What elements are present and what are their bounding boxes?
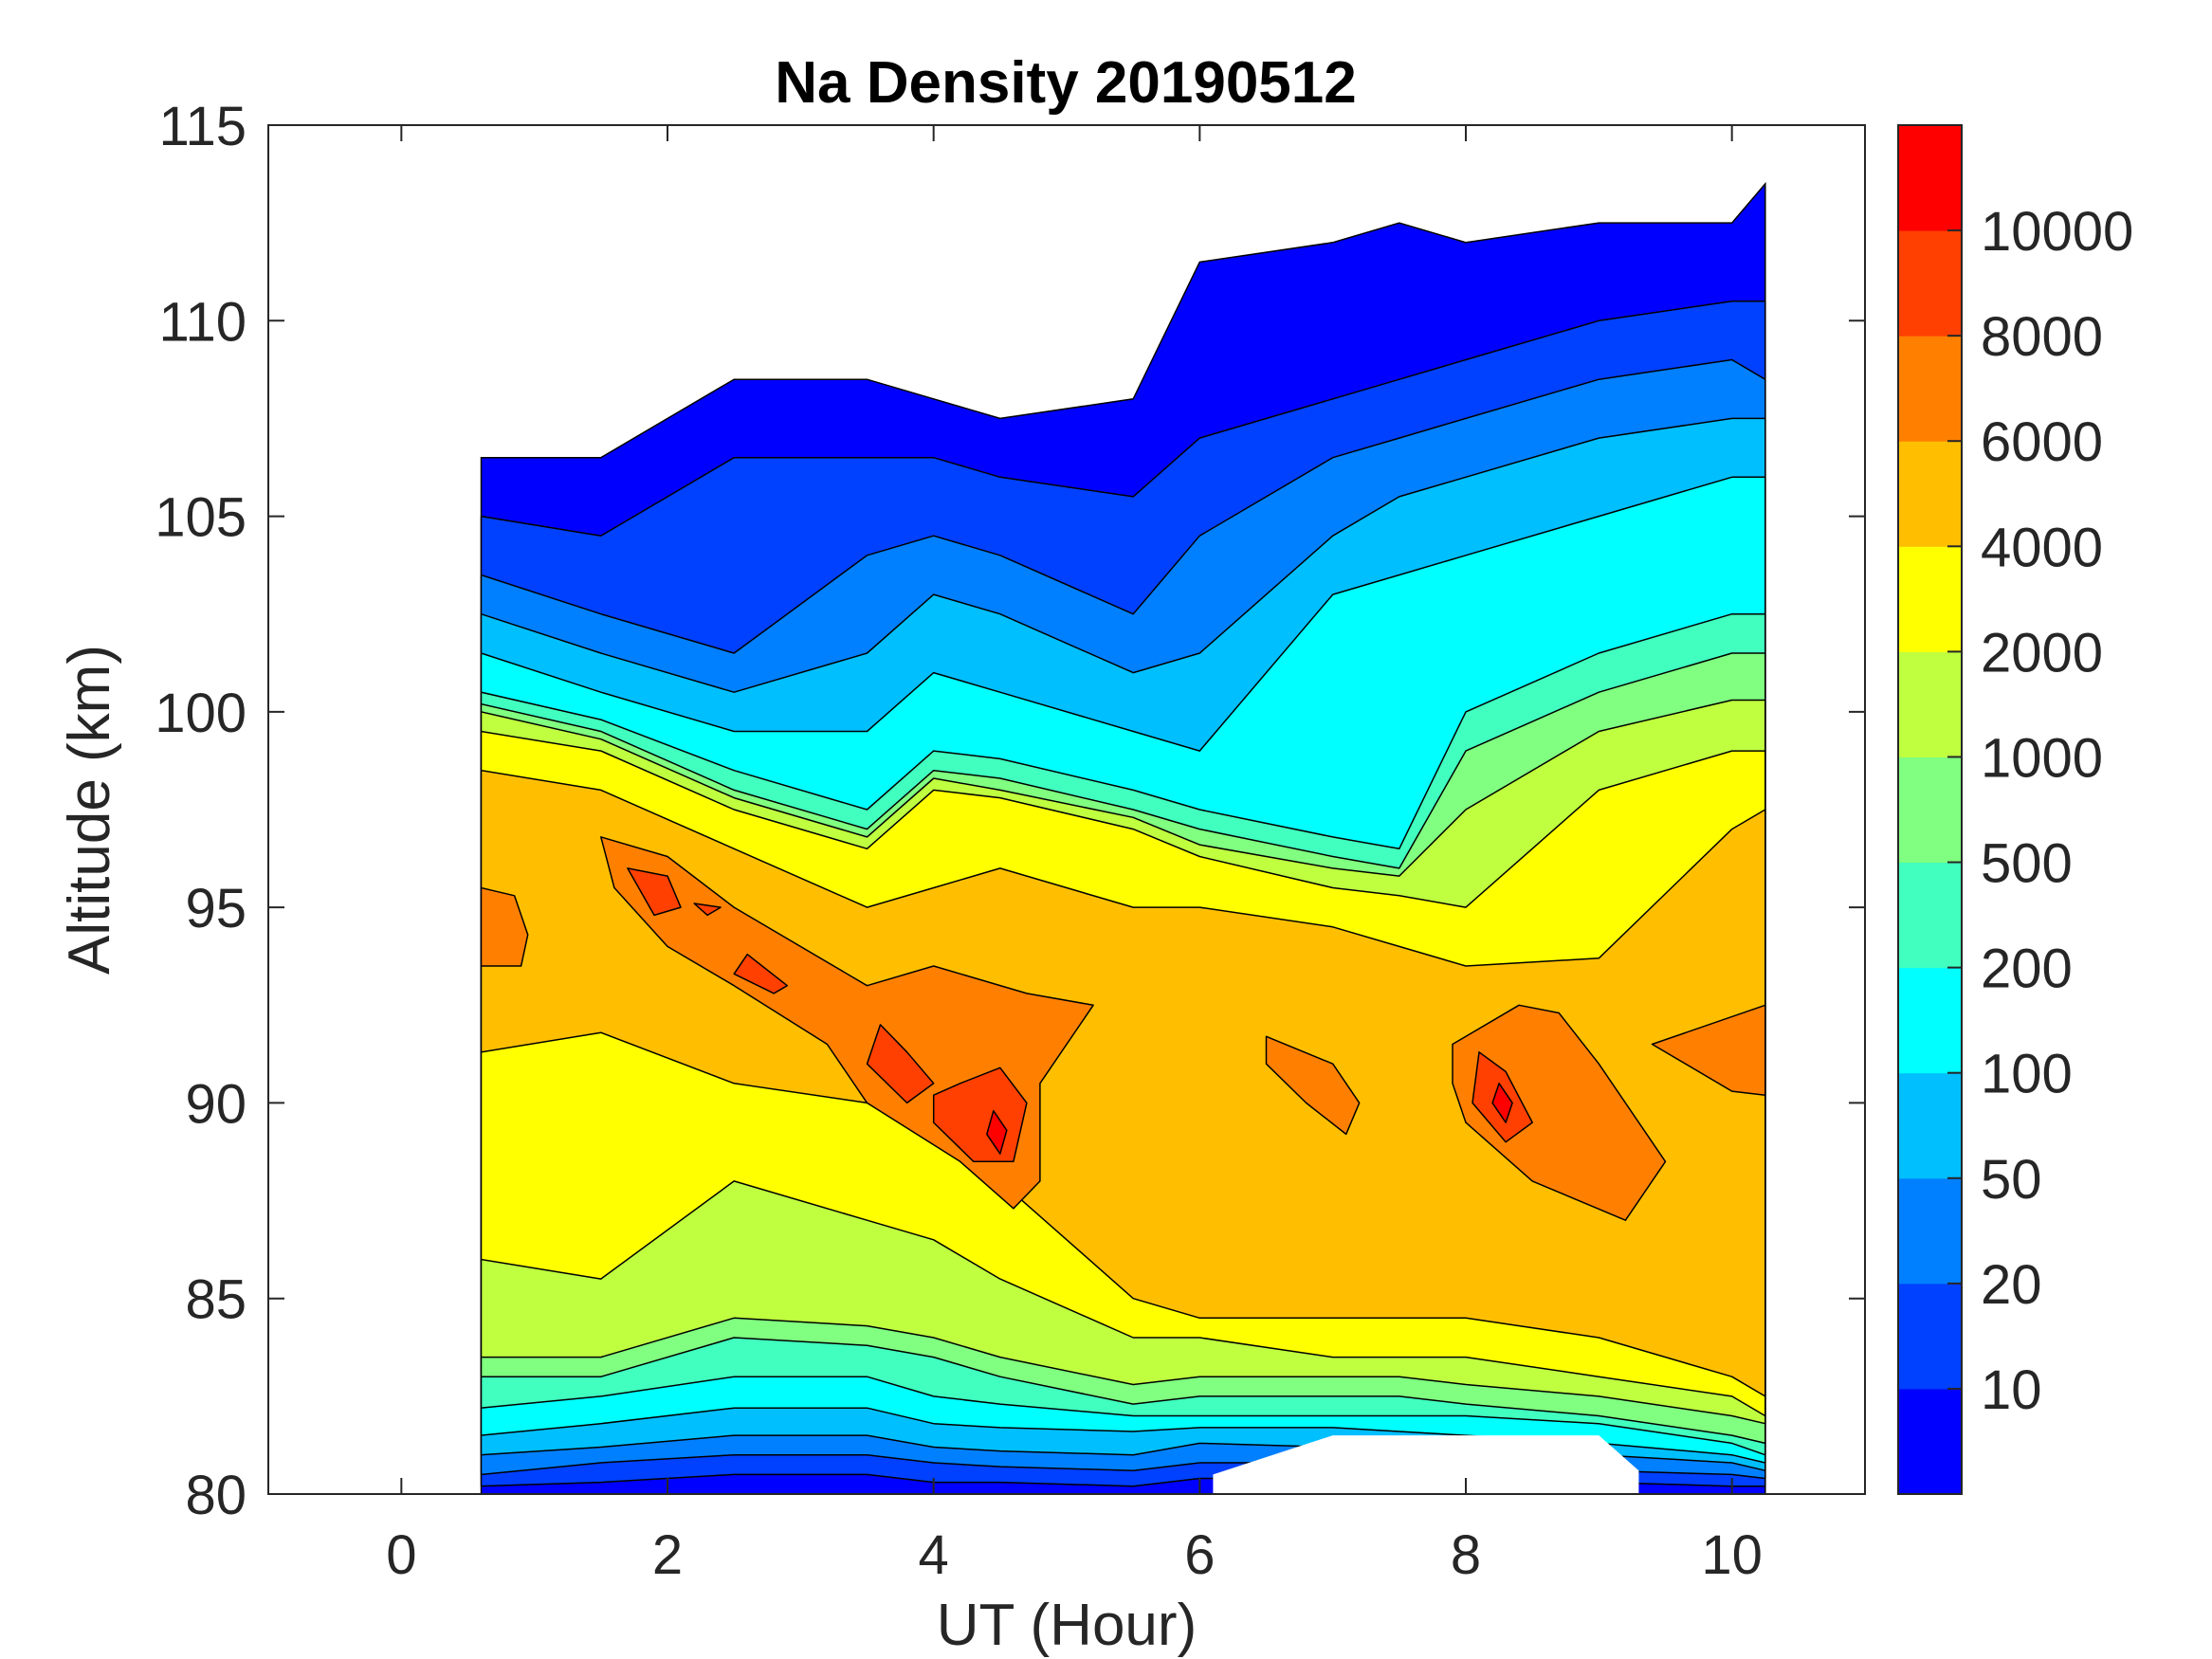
colorbar-tick-label: 2000	[1981, 622, 2103, 684]
y-tick-label: 105	[155, 487, 247, 549]
y-tick-label: 95	[185, 878, 247, 939]
contour-peak-above-10000	[1491, 1083, 1513, 1123]
colorbar-swatch	[1898, 230, 1962, 337]
x-tick-label: 6	[1184, 1524, 1215, 1586]
y-axis: 80 85 90 95 100 105 110 115	[155, 96, 1865, 1526]
y-tick-label: 80	[185, 1465, 247, 1526]
y-tick-label: 110	[159, 291, 247, 353]
colorbar-tick-label: 1000	[1981, 727, 2103, 789]
x-tick-label: 4	[919, 1524, 949, 1586]
colorbar-swatch	[1898, 967, 1962, 1074]
x-tick-label: 10	[1701, 1524, 1763, 1586]
x-axis: 0 2 4 6 8 10	[386, 125, 1763, 1586]
contour-peak-above-8000	[733, 953, 789, 994]
colorbar-tick-label: 100	[1981, 1044, 2073, 1105]
y-tick-label: 100	[155, 683, 247, 744]
colorbar-swatch	[1898, 336, 1962, 442]
colorbar-swatch	[1898, 1283, 1962, 1390]
axes-box	[267, 124, 1866, 1495]
colorbar-swatch	[1898, 1177, 1962, 1285]
colorbar-tick-label: 4000	[1981, 517, 2103, 578]
colorbar-swatch	[1898, 757, 1962, 864]
colorbar-swatch	[1898, 862, 1962, 969]
no-data-region	[1213, 1435, 1639, 1494]
colorbar-tick-label: 10000	[1981, 201, 2133, 263]
x-axis-label: UT (Hour)	[937, 1593, 1197, 1658]
y-tick-label: 90	[185, 1073, 247, 1135]
contour-peak-above-6000	[480, 886, 529, 967]
contour-peak-above-10000	[986, 1109, 1008, 1155]
colorbar-tick-label: 200	[1981, 939, 2073, 1000]
contour-peak-above-8000	[693, 902, 722, 917]
colorbar: 10 20 50 100 200 500 1000 2000 4000 6000 8000 10000	[1897, 124, 2133, 1495]
x-tick-label: 0	[386, 1524, 416, 1586]
colorbar-tick-label: 8000	[1981, 306, 2103, 368]
colorbar-tick-label: 10	[1981, 1359, 2042, 1421]
y-tick-label: 85	[185, 1269, 247, 1331]
colorbar-tick-label: 20	[1981, 1254, 2042, 1316]
colorbar-swatch	[1898, 1388, 1962, 1495]
colorbar-swatch	[1898, 1072, 1962, 1179]
colorbar-swatch	[1898, 546, 1962, 652]
contour-peak-above-6000	[1265, 1035, 1361, 1136]
x-tick-label: 2	[652, 1524, 683, 1586]
contour-peak-above-8000	[627, 867, 682, 917]
y-axis-label: Altitude (km)	[57, 645, 122, 975]
plot-area	[480, 181, 1766, 1495]
contour-peak-above-6000	[1452, 1004, 1667, 1221]
y-tick-label: 115	[159, 96, 247, 157]
colorbar-swatch	[1898, 441, 1962, 547]
x-tick-label: 8	[1451, 1524, 1481, 1586]
colorbar-tick-label: 500	[1981, 833, 2073, 895]
colorbar-swatch	[1898, 651, 1962, 757]
chart-title: Na Density 20190512	[775, 50, 1357, 116]
contour-peak-above-8000	[866, 1024, 935, 1104]
colorbar-frame	[1897, 124, 1963, 1495]
colorbar-swatch	[1898, 125, 1962, 231]
colorbar-tick-label: 50	[1981, 1149, 2042, 1211]
contour-peak-above-6000	[1651, 1004, 1766, 1096]
colorbar-tick-label: 6000	[1981, 411, 2103, 473]
